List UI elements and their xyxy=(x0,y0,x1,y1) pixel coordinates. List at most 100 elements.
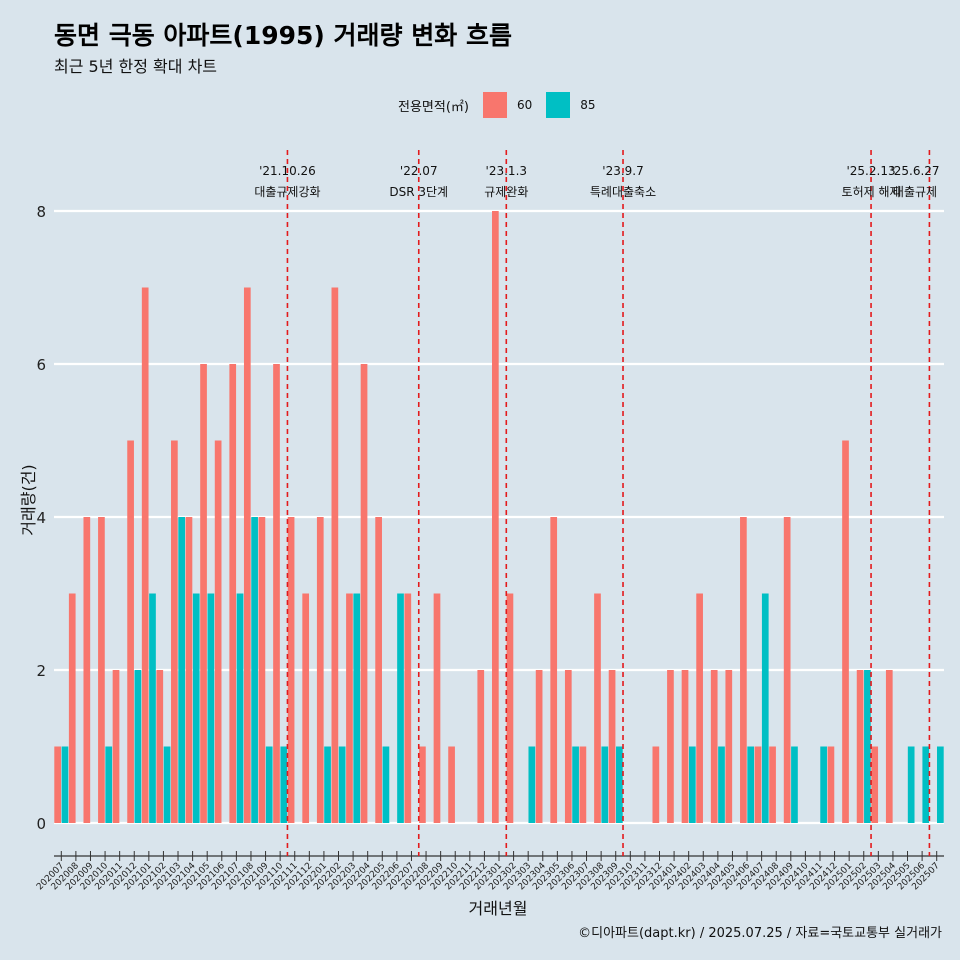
bar-60-202403 xyxy=(696,593,703,823)
bar-85-202010 xyxy=(105,746,113,823)
bar-60-202201 xyxy=(316,517,324,823)
bar-60-202202 xyxy=(331,287,339,823)
bar-60-202112 xyxy=(302,593,310,823)
bar-85-202104 xyxy=(192,593,200,823)
bar-85-202007 xyxy=(61,746,69,823)
bar-60-202207 xyxy=(404,593,412,823)
bar-60-202108 xyxy=(243,287,251,823)
bar-85-202409 xyxy=(791,746,798,823)
bar-60-202405 xyxy=(725,670,733,823)
bar-60-202208 xyxy=(419,746,426,823)
bar-85-202103 xyxy=(178,517,186,823)
bar-85-202205 xyxy=(382,746,390,823)
x-axis-title: 거래년월 xyxy=(469,899,528,918)
legend-label-85: 85 xyxy=(580,98,596,112)
y-axis-title: 거래량(건) xyxy=(19,464,38,535)
bar-85-202206 xyxy=(397,593,404,823)
bar-85-202404 xyxy=(718,746,725,823)
bar-60-202111 xyxy=(287,517,295,823)
bar-85-202101 xyxy=(149,593,156,823)
bar-60-202010 xyxy=(98,517,105,823)
bar-60-202109 xyxy=(258,517,266,823)
y-tick-label: 0 xyxy=(36,815,46,833)
bar-60-202407 xyxy=(754,746,762,823)
bar-60-202008 xyxy=(68,593,76,823)
bar-85-202506 xyxy=(922,746,930,823)
bar-60-202305 xyxy=(550,517,558,823)
y-tick-label: 8 xyxy=(36,203,46,221)
bar-60-202301 xyxy=(492,211,499,823)
chart-subtitle: 최근 5년 한정 확대 차트 xyxy=(54,57,218,76)
bar-85-202306 xyxy=(572,746,579,823)
legend-swatch-85 xyxy=(546,92,571,118)
event-label: 토허제 해제 xyxy=(842,185,901,199)
bar-60-202210 xyxy=(448,746,455,823)
bar-85-202411 xyxy=(820,746,827,823)
caption: ©디아파트(dapt.kr) / 2025.07.25 / 자료=국토교통부 실… xyxy=(578,926,942,941)
bar-60-202105 xyxy=(200,364,207,823)
bar-85-202105 xyxy=(207,593,215,823)
bar-60-202011 xyxy=(112,670,120,823)
bar-60-202308 xyxy=(594,593,601,823)
bar-85-202109 xyxy=(265,746,273,823)
legend-item-60: 60 xyxy=(482,92,532,118)
chart-title: 동면 극동 아파트(1995) 거래량 변화 흐름 xyxy=(54,21,512,50)
y-tick-label: 2 xyxy=(36,662,46,680)
bar-60-202104 xyxy=(185,517,193,823)
bar-85-202507 xyxy=(937,746,944,823)
bar-60-202110 xyxy=(273,364,280,823)
bar-60-202504 xyxy=(885,670,893,823)
bar-60-202106 xyxy=(214,440,222,823)
bar-60-202409 xyxy=(783,517,791,823)
bar-60-202009 xyxy=(83,517,91,823)
bar-85-202505 xyxy=(907,746,915,823)
bar-60-202307 xyxy=(579,746,587,823)
bar-60-202107 xyxy=(229,364,237,823)
bar-60-202501 xyxy=(842,440,849,823)
bar-60-202012 xyxy=(127,440,134,823)
bar-60-202304 xyxy=(535,670,543,823)
bar-85-202308 xyxy=(601,746,609,823)
bar-85-202502 xyxy=(864,670,871,823)
bar-85-202108 xyxy=(251,517,258,823)
event-date: '23.9.7 xyxy=(602,164,643,178)
bar-60-202404 xyxy=(710,670,718,823)
bar-60-202402 xyxy=(681,670,689,823)
event-label: 특례대출축소 xyxy=(590,185,656,199)
bar-60-202302 xyxy=(506,593,514,823)
bar-85-202203 xyxy=(353,593,361,823)
bar-85-202102 xyxy=(163,746,171,823)
event-date: '22.07 xyxy=(400,164,438,178)
bar-85-202107 xyxy=(236,593,244,823)
legend-item-85: 85 xyxy=(546,92,596,118)
bar-85-202406 xyxy=(747,746,755,823)
bar-85-202303 xyxy=(528,746,536,823)
legend-title: 전용면적(㎡) xyxy=(398,99,469,115)
bar-85-202309 xyxy=(616,746,623,823)
event-label: 규제완화 xyxy=(484,185,528,199)
bar-60-202203 xyxy=(346,593,353,823)
bar-60-202306 xyxy=(564,670,572,823)
bar-60-202209 xyxy=(433,593,441,823)
y-tick-label: 6 xyxy=(36,356,46,374)
bar-85-202110 xyxy=(280,746,288,823)
bar-60-202101 xyxy=(141,287,149,823)
event-date: '21.10.26 xyxy=(259,164,316,178)
bar-60-202408 xyxy=(769,746,776,823)
bar-85-202402 xyxy=(688,746,696,823)
bar-60-202204 xyxy=(360,364,368,823)
bar-85-202202 xyxy=(338,746,346,823)
bar-60-202401 xyxy=(667,670,674,823)
bar-60-202312 xyxy=(652,746,660,823)
bar-60-202412 xyxy=(827,746,835,823)
event-label: 대출규제강화 xyxy=(254,185,320,199)
bar-60-202503 xyxy=(871,746,879,823)
event-label: DSR 3단계 xyxy=(389,185,448,199)
bar-60-202309 xyxy=(608,670,616,823)
legend-swatch-60 xyxy=(482,92,507,118)
legend: 전용면적(㎡) 60 85 xyxy=(398,92,604,118)
event-label: 대출규제 xyxy=(893,185,937,199)
bar-60-202212 xyxy=(477,670,485,823)
event-date: '23.1.3 xyxy=(486,164,527,178)
